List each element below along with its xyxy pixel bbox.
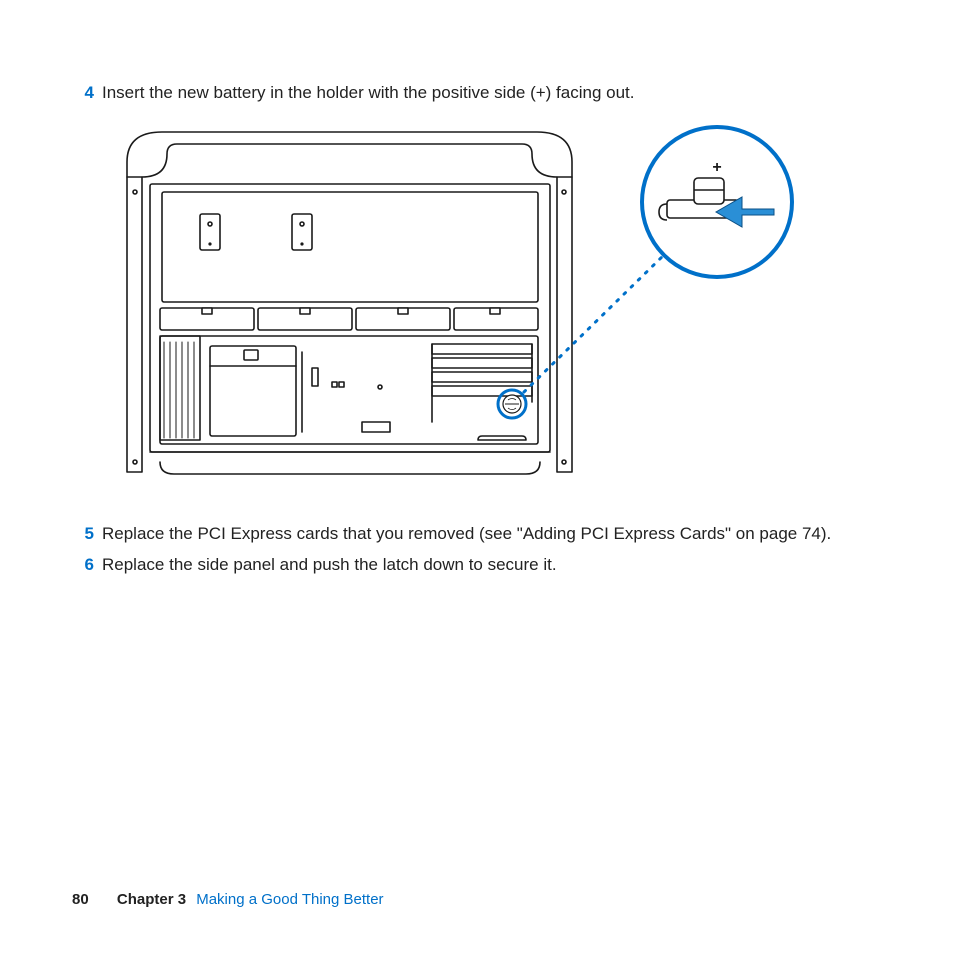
step-number: 5 <box>72 521 94 547</box>
battery-callout: + <box>642 127 792 277</box>
step-text: Replace the side panel and push the latc… <box>102 552 882 578</box>
page-footer: 80 Chapter 3 Making a Good Thing Better <box>72 891 384 908</box>
chapter-title: Making a Good Thing Better <box>196 891 383 908</box>
callout-leader <box>524 252 667 392</box>
step-text: Insert the new battery in the holder wit… <box>102 80 882 106</box>
chapter-label: Chapter 3 <box>117 891 186 908</box>
step-number: 4 <box>72 80 94 106</box>
battery-plus-icon: + <box>712 159 721 176</box>
step-text: Replace the PCI Express cards that you r… <box>102 521 882 547</box>
step-number: 6 <box>72 552 94 578</box>
step-6: 6 Replace the side panel and push the la… <box>72 552 882 578</box>
figure-battery-install: + <box>102 122 882 497</box>
step-4: 4 Insert the new battery in the holder w… <box>72 80 882 106</box>
document-page: 4 Insert the new battery in the holder w… <box>0 0 954 954</box>
diagram-svg: + <box>102 122 822 492</box>
battery-location-icon <box>498 390 526 418</box>
page-number: 80 <box>72 891 89 908</box>
step-5: 5 Replace the PCI Express cards that you… <box>72 521 882 547</box>
